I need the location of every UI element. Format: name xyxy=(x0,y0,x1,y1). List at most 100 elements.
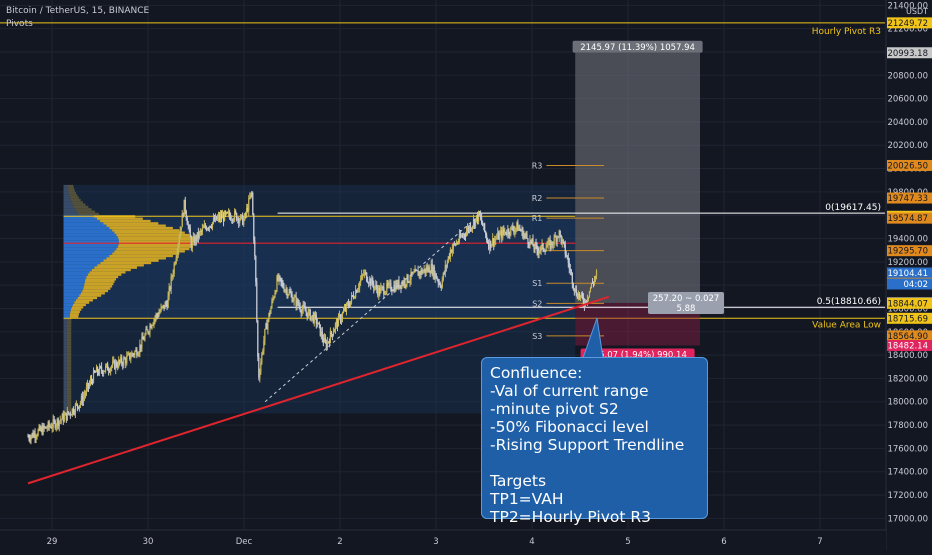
candle-body xyxy=(259,372,261,378)
candle-body xyxy=(514,229,516,233)
candle-body xyxy=(485,231,487,235)
candle-body xyxy=(260,362,262,373)
candle-body xyxy=(458,234,461,242)
candle-body xyxy=(125,359,127,364)
candle-body xyxy=(318,322,320,325)
candle-body xyxy=(243,220,245,225)
candle-body xyxy=(316,323,318,325)
candle-body xyxy=(256,281,258,321)
candle-body xyxy=(258,356,260,378)
candle-body xyxy=(556,236,558,243)
candle-body xyxy=(179,230,181,239)
candle-body xyxy=(507,229,509,235)
candle-body xyxy=(295,296,297,307)
candle-body xyxy=(27,436,29,438)
candle-body xyxy=(562,239,564,242)
candle-body xyxy=(73,413,75,414)
candle-body xyxy=(382,286,384,288)
candle-body xyxy=(82,396,85,403)
volume-profile-bar xyxy=(63,231,115,234)
candle-body xyxy=(199,231,201,232)
candle-body xyxy=(360,279,362,283)
ratio-label: 5.88 xyxy=(677,304,696,314)
candle-body xyxy=(378,287,380,296)
candle-body xyxy=(325,342,327,348)
annotation-callout[interactable]: Confluence: -Val of current range -minut… xyxy=(481,357,708,526)
candle-body xyxy=(235,211,237,214)
candle-body xyxy=(571,273,573,285)
candle-body xyxy=(277,277,279,281)
candle-body xyxy=(106,363,108,366)
hourly-pivot-r3-label: Hourly Pivot R3 xyxy=(812,27,881,37)
volume-profile-bar xyxy=(63,259,104,262)
candle-body xyxy=(331,334,334,336)
callout-line: -Rising Support Trendline xyxy=(490,436,685,454)
candle-body xyxy=(369,278,371,284)
candle-body xyxy=(126,356,128,364)
volume-profile-bar xyxy=(63,399,67,402)
candle-body xyxy=(341,312,344,319)
volume-profile-bar xyxy=(66,385,72,388)
time-tick-label: 7 xyxy=(817,537,822,547)
candle-body xyxy=(433,266,435,279)
candle-body xyxy=(492,238,494,245)
volume-profile-bar xyxy=(63,378,67,381)
volume-profile-bar xyxy=(103,259,159,262)
candle-body xyxy=(398,280,400,288)
candle-body xyxy=(508,229,510,235)
candle-body xyxy=(208,226,211,229)
candle-body xyxy=(381,286,383,288)
price-badge-label: 19295.70 xyxy=(887,247,928,257)
candle-body xyxy=(91,380,94,383)
candle-body xyxy=(112,361,114,367)
volume-profile-bar xyxy=(63,280,85,283)
candle-body xyxy=(327,341,329,343)
candle-body xyxy=(591,283,594,284)
candle-body xyxy=(472,219,475,227)
volume-profile-bar xyxy=(109,254,173,258)
candle-body xyxy=(536,245,538,251)
candle-body xyxy=(78,405,81,409)
volume-profile-bar xyxy=(63,196,70,199)
candle-body xyxy=(319,324,321,336)
volume-profile-bar xyxy=(118,243,195,246)
volume-profile-bar xyxy=(66,399,72,402)
callout-line: -minute pivot S2 xyxy=(490,400,619,418)
volume-profile-bar xyxy=(63,404,67,407)
candle-body xyxy=(435,273,437,279)
candle-body xyxy=(342,310,345,313)
candle-body xyxy=(173,263,175,274)
candle-body xyxy=(439,283,441,288)
candle-body xyxy=(582,297,585,304)
candle-body xyxy=(345,303,348,311)
candle-body xyxy=(498,232,500,240)
candle-body xyxy=(261,353,263,363)
candle-body xyxy=(214,216,217,222)
volume-profile-bar xyxy=(63,222,104,225)
volume-profile-bar xyxy=(63,371,67,374)
candle-body xyxy=(65,412,67,421)
candle-body xyxy=(48,422,50,427)
candle-body xyxy=(245,213,247,215)
volume-profile-bar xyxy=(70,198,81,202)
volume-profile-bar xyxy=(63,324,67,328)
candle-body xyxy=(244,213,246,221)
candle-body xyxy=(291,294,293,302)
volume-profile-bar xyxy=(116,247,190,251)
candle-body xyxy=(539,250,541,252)
candle-body xyxy=(545,247,547,252)
candle-body xyxy=(329,331,331,344)
time-tick-label: 30 xyxy=(143,537,154,547)
candle-body xyxy=(164,302,166,309)
candle-body xyxy=(529,239,531,246)
price-badge-label: 19104.41 xyxy=(887,269,928,279)
candle-body xyxy=(77,406,79,409)
volume-profile-bar xyxy=(66,371,72,374)
candle-body xyxy=(204,225,207,228)
candle-body xyxy=(146,329,148,331)
candle-body xyxy=(247,207,249,212)
candle-body xyxy=(512,226,514,230)
candle-body xyxy=(74,404,76,414)
candle-body xyxy=(161,306,163,308)
